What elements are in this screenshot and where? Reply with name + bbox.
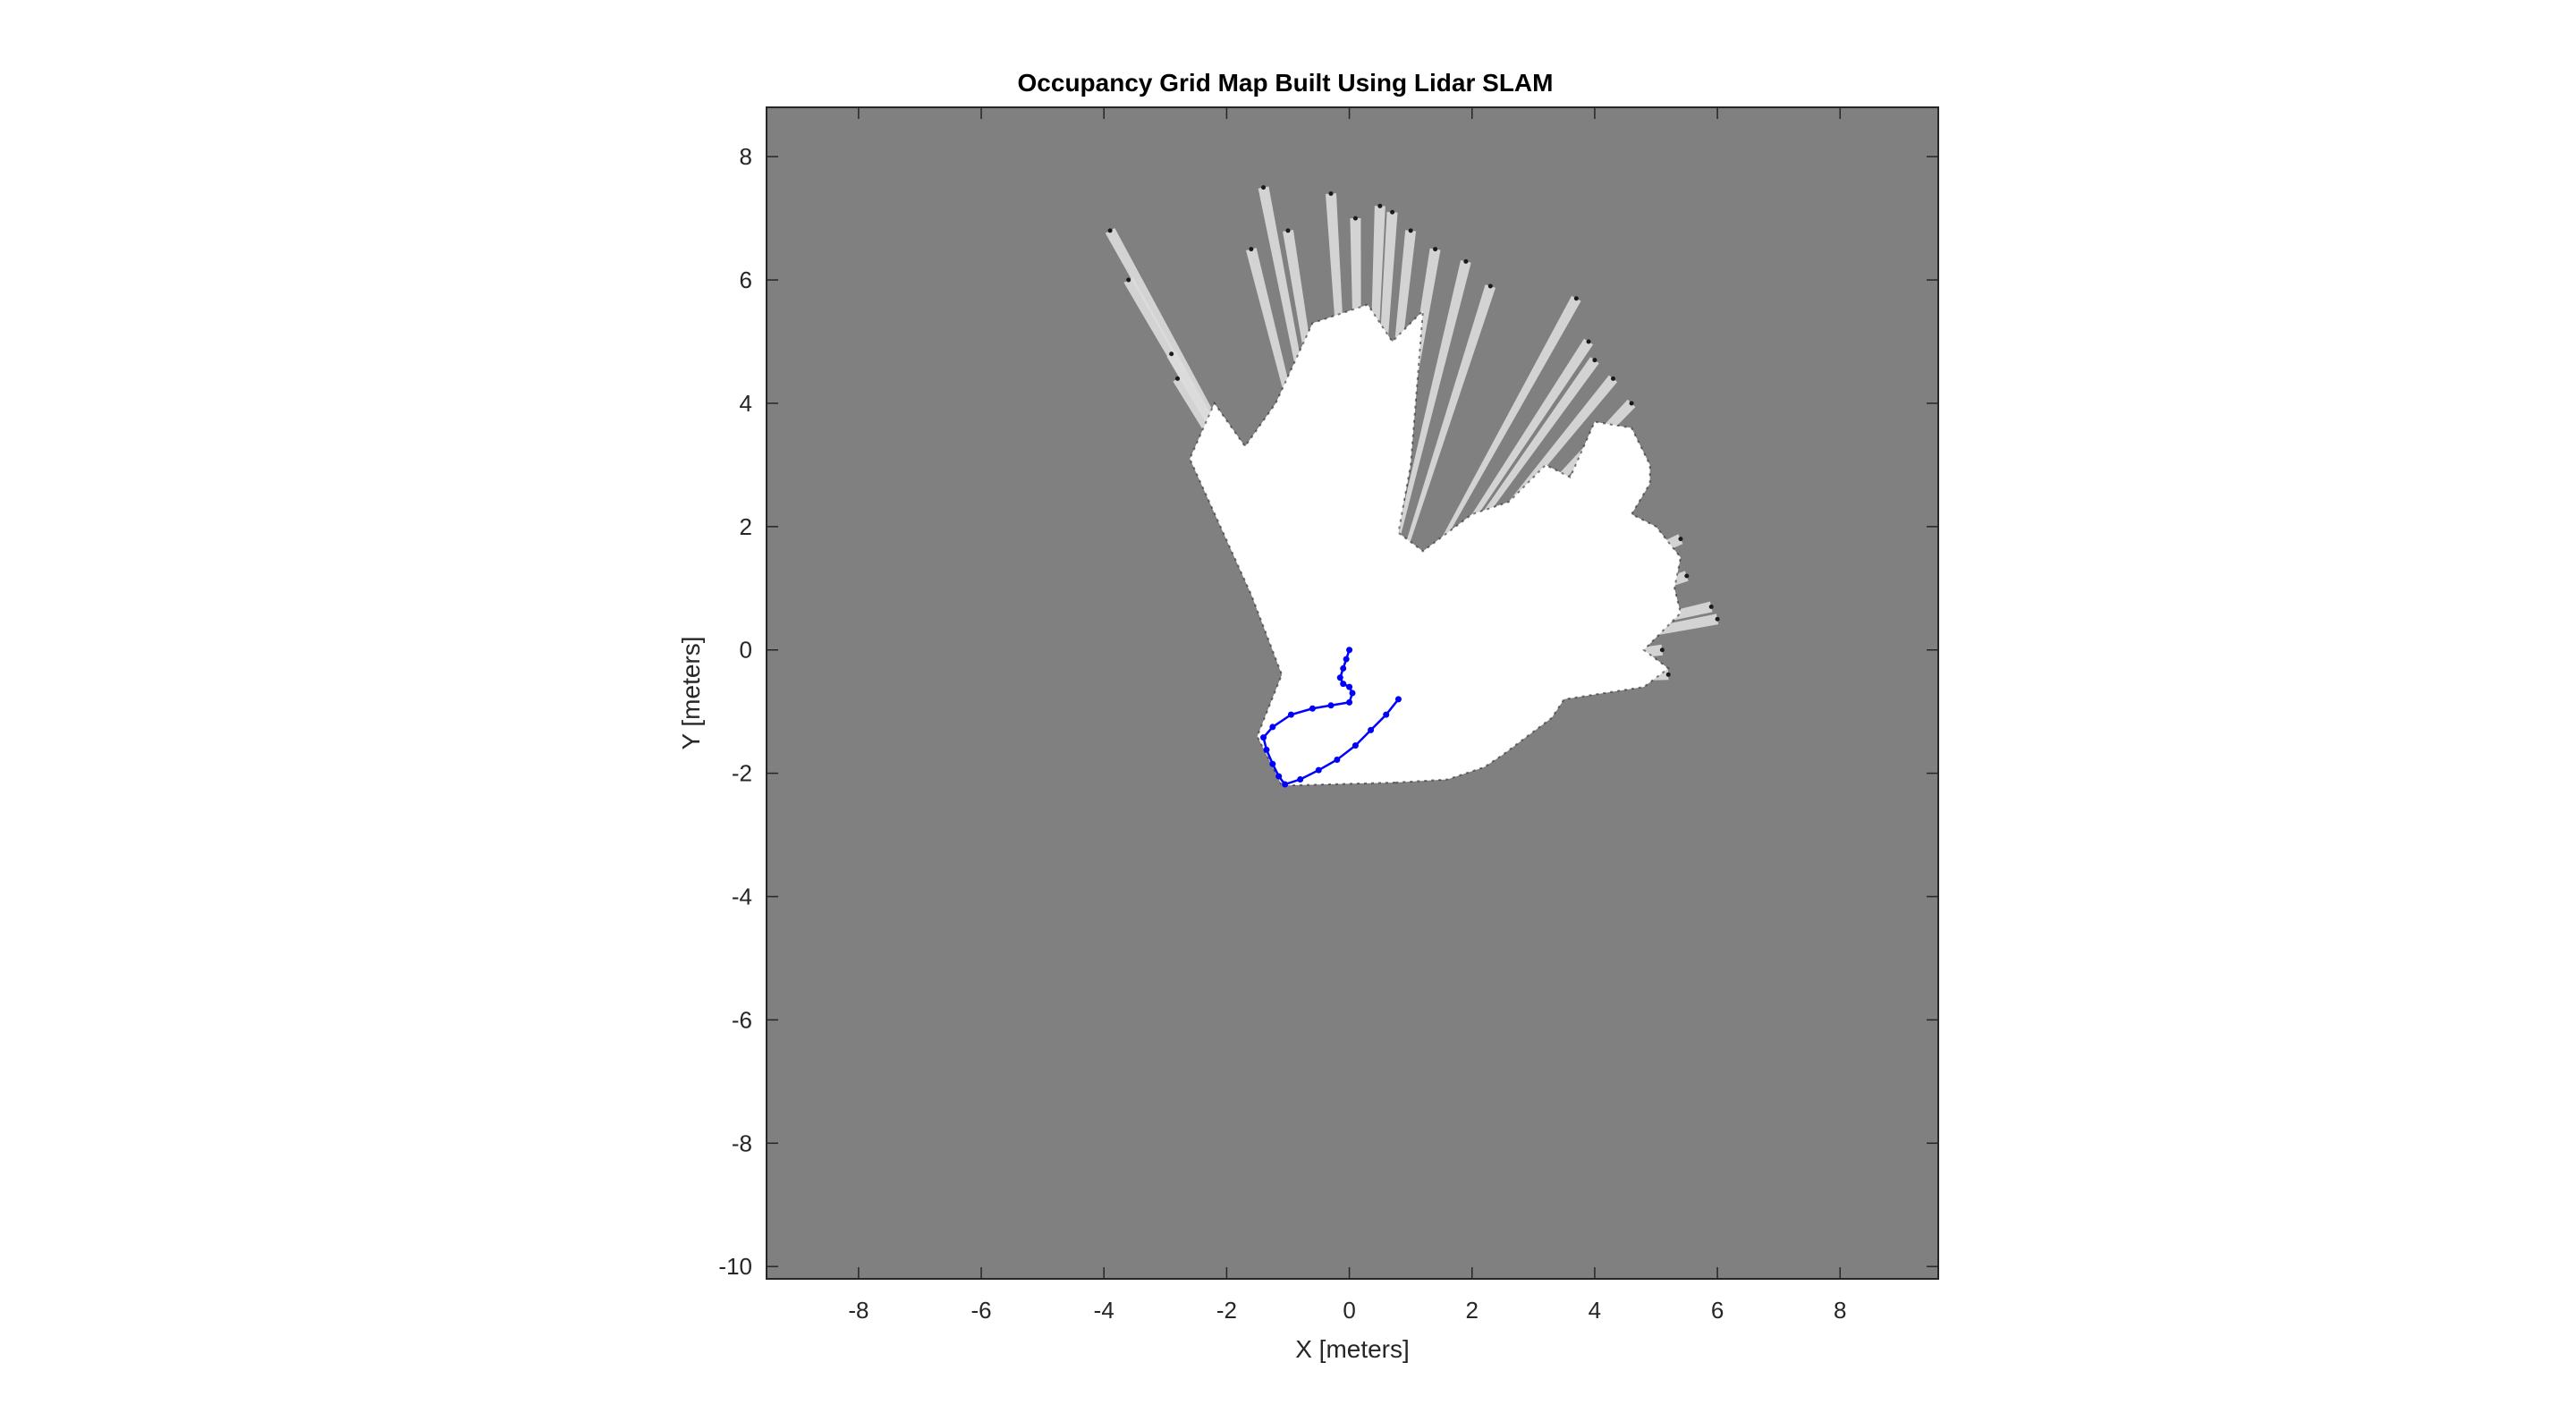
obstacle-point-4 [1261,185,1267,190]
trajectory-point [1309,705,1316,712]
trajectory-point [1315,766,1322,774]
y-tick-label: 8 [740,143,752,170]
trajectory-point [1275,773,1283,780]
trajectory-point [1269,760,1276,767]
trajectory-point [1352,742,1359,749]
x-tick-label: -6 [970,1297,991,1324]
trajectory-point [1327,702,1335,709]
obstacle-point-11 [1408,228,1413,233]
trajectory-point [1282,781,1289,788]
y-tick-label: -10 [718,1253,752,1280]
free-space-region [1189,303,1682,787]
y-tick-label: -6 [732,1006,752,1033]
x-axis-label: X [meters] [1295,1335,1410,1363]
obstacle-point-3 [1175,376,1181,381]
obstacle-point-14 [1487,283,1493,289]
trajectory-point [1340,681,1347,688]
trajectory-point [1340,664,1347,672]
obstacle-point-18 [1610,376,1615,381]
obstacle-point-19 [1629,401,1634,406]
obstacle-point-16 [1586,339,1591,344]
trajectory-point [1394,696,1402,703]
y-axis-label: Y [meters] [677,636,705,749]
trajectory-point [1334,756,1341,763]
obstacle-point-9 [1377,203,1383,208]
trajectory-point [1368,726,1375,733]
obstacle-point-8 [1352,216,1358,221]
trajectory-point [1297,776,1304,783]
trajectory-point [1336,674,1343,681]
obstacle-point-22 [1708,604,1714,609]
y-tick-label: -8 [732,1130,752,1156]
obstacle-point-25 [1665,672,1671,677]
y-axis-ticks: -10 -8 -6 -4 -2 0 2 4 6 8 [718,143,1938,1280]
y-tick-label: -2 [732,760,752,787]
obstacle-point-0 [1107,228,1113,233]
obstacle-point-2 [1169,351,1174,357]
obstacle-point-23 [1715,616,1720,622]
y-tick-label: -4 [732,884,752,910]
trajectory [1260,647,1402,788]
x-axis-ticks: -8 -6 -4 -2 0 2 4 6 8 [848,107,1846,1324]
axes-box [766,106,1939,1280]
x-tick-label: 8 [1834,1297,1846,1324]
obstacle-point-10 [1390,209,1395,215]
obstacle-point-1 [1126,277,1131,283]
trajectory-point [1346,698,1353,706]
occupancy-map [1105,185,1720,787]
x-tick-label: 2 [1466,1297,1479,1324]
trajectory-point [1343,656,1350,663]
trajectory-point [1346,683,1353,690]
x-tick-label: 6 [1711,1297,1724,1324]
y-tick-label: 6 [740,267,752,293]
trajectory-point [1383,711,1390,718]
y-tick-label: 0 [740,637,752,664]
obstacle-point-12 [1433,247,1438,252]
obstacle-point-15 [1573,296,1579,301]
obstacle-point-13 [1463,258,1469,264]
y-tick-label: 4 [740,390,752,417]
x-tick-label: 4 [1589,1297,1601,1324]
trajectory-point [1287,711,1294,718]
trajectory-point [1260,734,1267,741]
obstacle-point-24 [1659,647,1665,653]
obstacle-point-21 [1684,573,1690,579]
obstacle-point-17 [1592,358,1597,363]
x-tick-label: -8 [848,1297,869,1324]
y-tick-label: 2 [740,513,752,540]
trajectory-point [1349,690,1356,697]
x-tick-label: -2 [1216,1297,1237,1324]
obstacle-point-7 [1328,191,1334,197]
trajectory-point [1346,647,1353,654]
trajectory-point [1269,723,1276,731]
x-tick-label: -4 [1094,1297,1114,1324]
chart-title: Occupancy Grid Map Built Using Lidar SLA… [1018,69,1554,97]
obstacle-point-5 [1249,247,1254,252]
obstacle-point-20 [1678,537,1683,542]
trajectory-point [1263,746,1270,753]
x-tick-label: 0 [1343,1297,1355,1324]
obstacle-point-6 [1285,228,1291,233]
axes: -8 -6 -4 -2 0 2 4 6 8 -10 -8 -6 -4 -2 0 2 4 6 8 [718,106,1939,1324]
